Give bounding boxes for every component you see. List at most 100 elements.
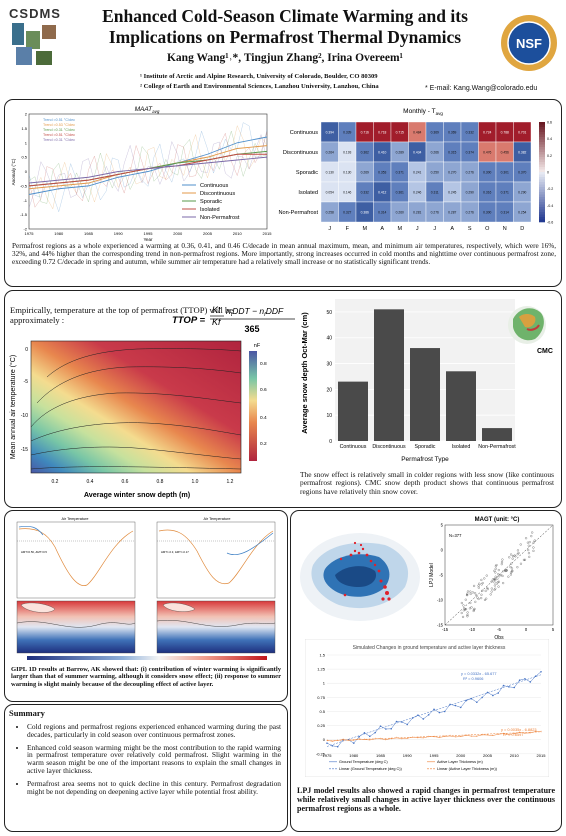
ts-xtick: 2010 — [510, 753, 520, 758]
heatmap-colorbar-tick: -0.6 — [547, 221, 553, 225]
scatter-point — [480, 593, 483, 596]
scatter-point — [510, 553, 513, 556]
scatter-ytick: -5 — [439, 573, 443, 578]
scatter-point — [466, 611, 469, 614]
ts-point — [454, 704, 457, 707]
heatmap-cell-label: 0.241 — [413, 171, 421, 175]
ts-point — [540, 670, 542, 673]
heatmap-cell-label: 0.382 — [518, 151, 526, 155]
scatter-point — [464, 598, 467, 601]
ts-point — [422, 718, 425, 720]
heatmap-cell-label: 0.289 — [396, 151, 404, 155]
scatter-ytick: 5 — [441, 523, 444, 528]
ts-legend-label: Ground Temperature (deg C) — [339, 760, 388, 764]
heatmap-row-label: Continuous — [290, 130, 319, 136]
heatmap-cell-label: 0.301 — [501, 171, 509, 175]
heatmap-colorbar-step — [539, 179, 545, 183]
contour-ytick: 0 — [25, 347, 28, 353]
heatmap-cell-label: 0.369 — [431, 131, 439, 135]
heatmap-cell-label: 0.281 — [413, 211, 421, 215]
ts-point — [438, 711, 441, 714]
heatmap-cell-label: 0.456 — [501, 151, 509, 155]
bar — [482, 428, 512, 441]
lpj-paragraph: LPJ model results also showed a rapid ch… — [297, 786, 555, 813]
line-chart-ytick: -1 — [23, 198, 27, 203]
heatmap-colorbar-step — [539, 192, 545, 195]
ts-ytick: 0.5 — [319, 709, 325, 714]
scatter-point — [519, 562, 523, 565]
bar-xtick: Isolated — [452, 444, 471, 450]
legend-label: Isolated — [200, 207, 220, 213]
line-chart-ytick: -2 — [23, 227, 27, 232]
heatmap-colorbar-step — [539, 214, 545, 218]
scatter-point — [489, 593, 492, 596]
heatmap-colorbar-step — [539, 187, 545, 190]
scatter-point — [522, 558, 526, 561]
contour-xtick: 0.4 — [87, 479, 94, 485]
heatmap-colorbar-step — [539, 219, 545, 223]
line-chart-ytick: -1.5 — [20, 212, 28, 217]
ts-trendline — [326, 674, 542, 747]
ts-r1: R² = 0.9606 — [463, 676, 483, 681]
scatter-point — [476, 596, 479, 599]
scatter-point — [509, 573, 512, 576]
scatter-point — [468, 607, 472, 610]
heatmap-col-label: J — [328, 226, 331, 232]
contour-ylabel: Mean annual air temperature (°C) — [9, 355, 17, 459]
scatter-point — [493, 588, 496, 591]
legend-bg — [179, 189, 265, 197]
line-chart-annual-series — [28, 131, 268, 208]
authors: Kang Wang¹˒*, Tingjun Zhang², Irina Over… — [166, 52, 404, 64]
scatter-xtick: -15 — [442, 627, 449, 632]
heatmap-cell-label: 0.276 — [466, 171, 474, 175]
ts-point: + — [503, 732, 505, 736]
affiliation-2: ² College of Earth and Environmental Sci… — [140, 83, 379, 90]
heatmap-cell-label: 0.260 — [396, 211, 404, 215]
contour-colorbar — [249, 351, 257, 461]
heatmap-colorbar-tick: 0 — [547, 171, 549, 175]
scatter-point — [495, 582, 498, 585]
svg-text:ΔMT=-0.3, ΔMT=-0.17: ΔMT=-0.3, ΔMT=-0.17 — [161, 550, 189, 554]
heatmap-cell-label: 0.332 — [466, 131, 474, 135]
ts-xtick: 1980 — [349, 753, 359, 758]
scatter-point — [483, 598, 487, 601]
cmc-map: CMC — [508, 306, 553, 355]
ts-point — [352, 742, 355, 744]
scatter-point — [523, 558, 527, 561]
scatter-point — [493, 569, 496, 572]
heatmap-colorbar-step — [539, 209, 545, 213]
svg-text:ΔMT=0.56, ΔMT=0.5: ΔMT=0.56, ΔMT=0.5 — [21, 550, 47, 554]
scatter-point — [471, 591, 474, 594]
line-chart-annual-series — [28, 130, 268, 204]
bar — [374, 309, 404, 441]
scatter-point — [462, 609, 465, 612]
ts-point — [529, 681, 532, 683]
warming-trends-panel: MAATavg 2 1.5 1 0.5 0 -0.5 -1 -1.5 -2 1975 1980 19… — [4, 99, 562, 287]
heatmap-cell-label: 0.353 — [378, 171, 386, 175]
heatmap-cell-label: 0.362 — [361, 151, 369, 155]
snow-effect-panel: Empirically, temperature at the top of p… — [4, 290, 562, 508]
ts-point: + — [508, 733, 510, 737]
scatter-point — [509, 571, 513, 574]
ts-point: + — [497, 732, 499, 736]
ts-point — [465, 699, 467, 702]
ts-point — [331, 744, 334, 747]
line-chart-xtick: 1985 — [84, 231, 94, 236]
heatmap-col-label: F — [346, 226, 350, 232]
line-chart-xtick: 2010 — [233, 231, 243, 236]
csdms-logo-image — [12, 23, 56, 65]
heatmap-colorbar-step — [539, 184, 545, 188]
scatter-xtick: 0 — [525, 627, 528, 632]
heatmap-col-label: J — [433, 226, 436, 232]
ts-point: + — [390, 737, 392, 741]
scatter-point — [466, 613, 469, 617]
scatter-point — [494, 575, 497, 578]
line-chart-xtick: 1995 — [144, 231, 154, 236]
svg-text:Kf: Kf — [212, 317, 222, 327]
ts-point: + — [513, 732, 515, 736]
heatmap-colorbar-tick: -0.4 — [547, 204, 553, 208]
scatter-point — [481, 581, 484, 585]
bar — [338, 381, 368, 441]
csdms-logo: CSDMS — [6, 6, 64, 72]
ts-point — [502, 684, 505, 687]
